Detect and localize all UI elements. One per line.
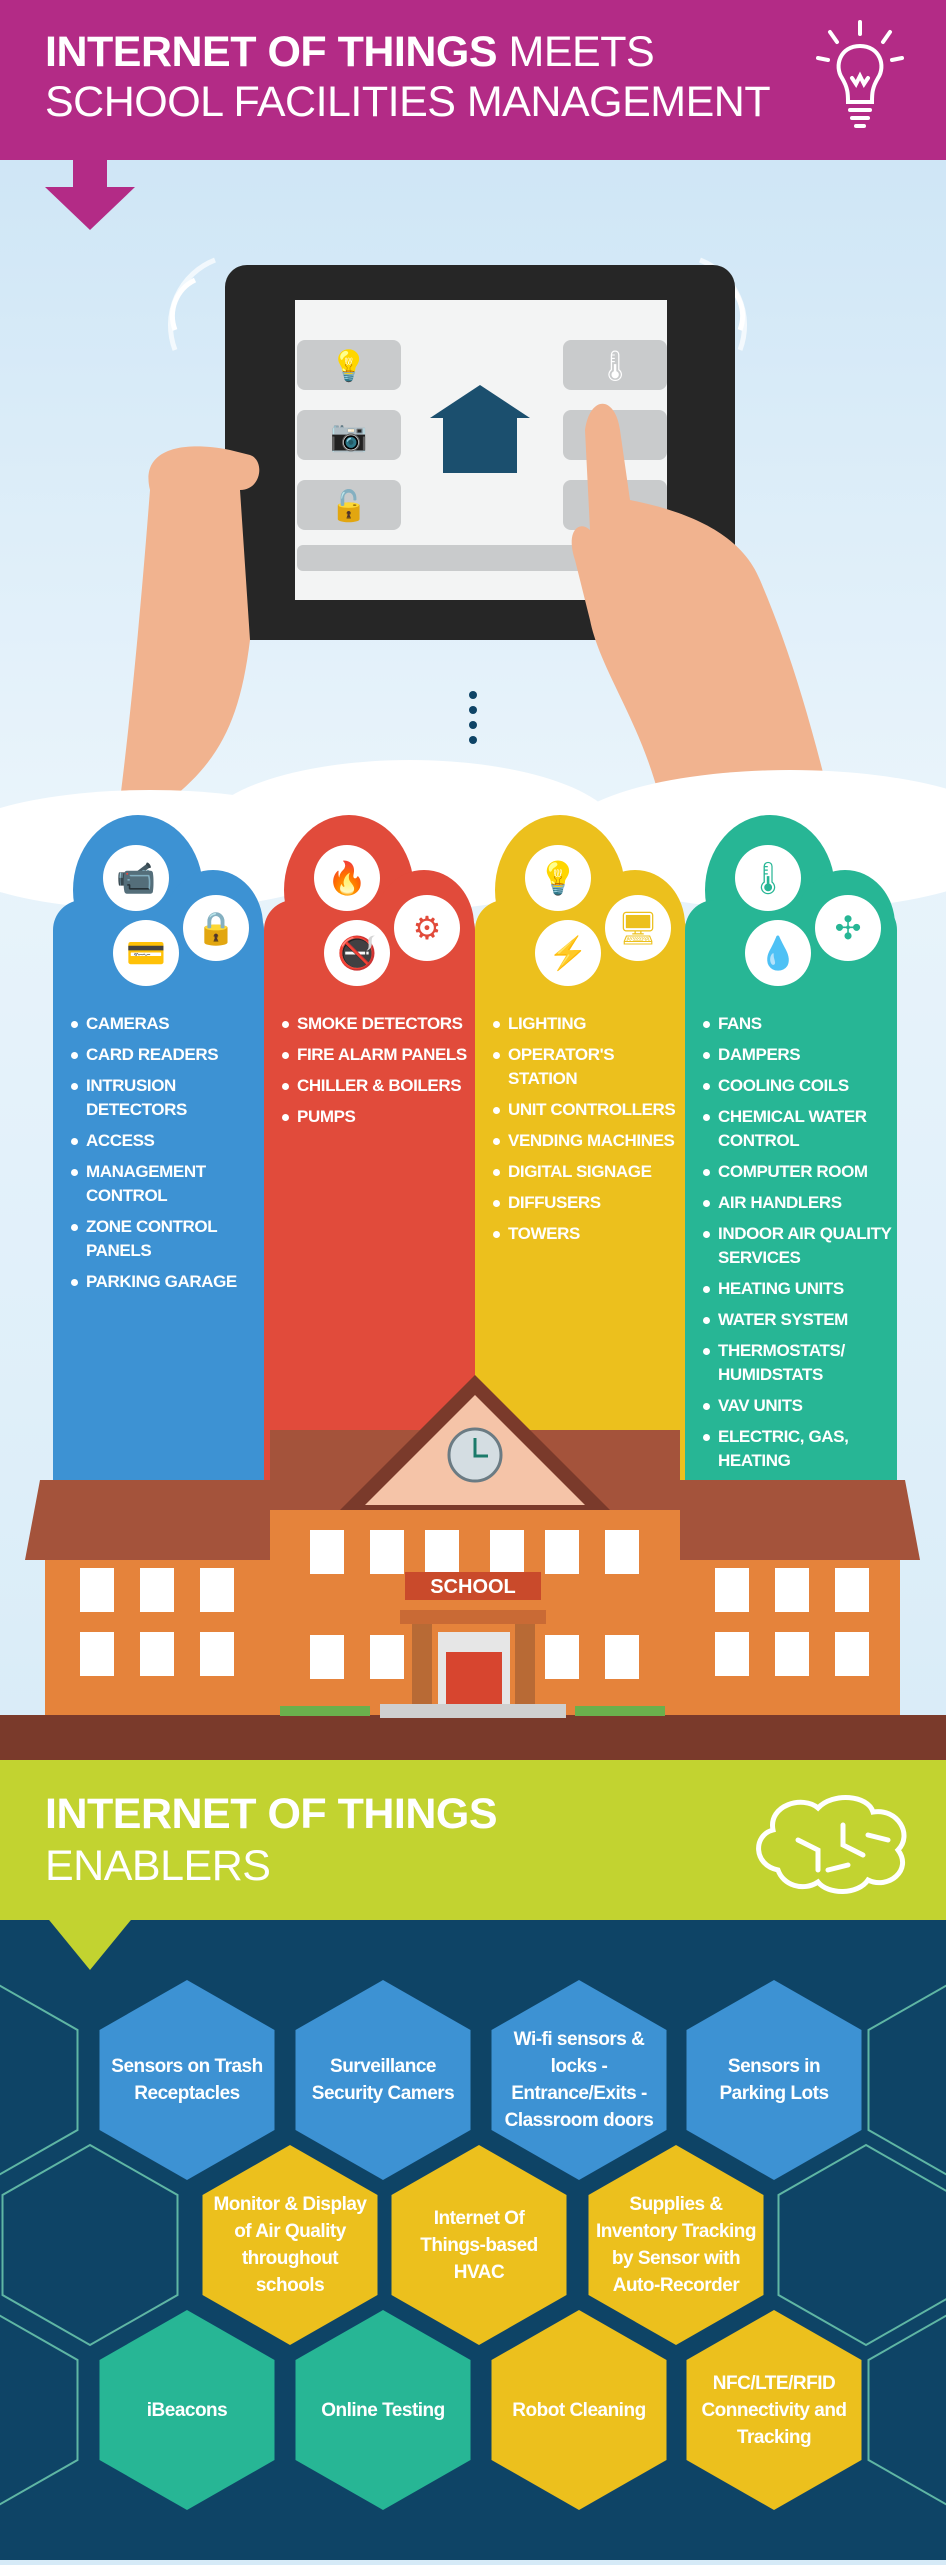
- list-item: ACCESS: [71, 1129, 261, 1153]
- hex-outline: [869, 1980, 946, 2180]
- hex-outline: [869, 2310, 946, 2510]
- list-item: LIGHTING: [493, 1012, 683, 1036]
- water-drop-icon: 💧: [745, 920, 811, 986]
- enablers-banner: INTERNET OF THINGS ENABLERS: [0, 1760, 946, 1920]
- list-item: HEATING UNITS: [703, 1277, 893, 1301]
- list-item: PARKING GARAGE: [71, 1270, 261, 1294]
- hex-outline: [0, 1980, 78, 2180]
- list-item: MANAGEMENT CONTROL: [71, 1160, 261, 1208]
- lock-icon: 🔒: [183, 895, 249, 961]
- list-item: CHEMICAL WATER CONTROL: [703, 1105, 893, 1153]
- list-item: COOLING COILS: [703, 1074, 893, 1098]
- enablers-title: INTERNET OF THINGS: [45, 1790, 497, 1838]
- brain-icon: [748, 1790, 918, 1900]
- list-item: PUMPS: [282, 1105, 472, 1129]
- list-item: OPERATOR'S STATION: [493, 1043, 683, 1091]
- tablet-illustration: 💡📷🔓🌡⚡: [0, 200, 946, 820]
- enabler-label: Wi-fi sensors & locks - Entrance/Exits -…: [499, 1995, 659, 2165]
- arrow-down-icon: [40, 1915, 140, 1990]
- category-list: SMOKE DETECTORS FIRE ALARM PANELS CHILLER …: [282, 1012, 472, 1136]
- list-item: CARD READERS: [71, 1043, 261, 1067]
- card-icon: 💳: [113, 920, 179, 986]
- list-item: CHILLER & BOILERS: [282, 1074, 472, 1098]
- flame-icon: 🔥: [314, 845, 380, 911]
- lightning-icon: ⚡: [535, 920, 601, 986]
- list-item: FIRE ALARM PANELS: [282, 1043, 472, 1067]
- lightbulb-icon: [810, 18, 910, 138]
- page-subtitle: SCHOOL FACILITIES MANAGEMENT: [45, 78, 770, 126]
- hex-outline: [0, 2310, 78, 2510]
- enabler-label: Supplies & Inventory Tracking by Sensor …: [596, 2160, 756, 2330]
- header-banner: INTERNET OF THINGS MEETS SCHOOL FACILITI…: [0, 0, 946, 160]
- list-item: VENDING MACHINES: [493, 1129, 683, 1153]
- hex-outline: [779, 2145, 946, 2345]
- category-list: LIGHTING OPERATOR'S STATION UNIT CONTROLLE…: [493, 1012, 683, 1253]
- enabler-label: Surveillance Security Camers: [303, 1995, 463, 2165]
- list-item: SMOKE DETECTORS: [282, 1012, 472, 1036]
- list-item: TOWERS: [493, 1222, 683, 1246]
- svg-text:🔓: 🔓: [330, 488, 367, 523]
- enabler-label: Sensors on Trash Receptacles: [107, 1995, 267, 2165]
- list-item: DIFFUSERS: [493, 1191, 683, 1215]
- list-item: WATER SYSTEM: [703, 1308, 893, 1332]
- category-list: CAMERAS CARD READERS INTRUSION DETECTORS AC…: [71, 1012, 261, 1301]
- list-item: UNIT CONTROLLERS: [493, 1098, 683, 1122]
- hex-outline: [3, 2145, 178, 2345]
- school-building: SCHOOL: [0, 1370, 946, 1760]
- lightbulb-icon: 💡: [525, 845, 591, 911]
- list-item: AIR HANDLERS: [703, 1191, 893, 1215]
- list-item: COMPUTER ROOM: [703, 1160, 893, 1184]
- school-sign: SCHOOL: [430, 1576, 516, 1598]
- camera-icon: 📹: [103, 845, 169, 911]
- enabler-label: Internet Of Things-based HVAC: [399, 2160, 559, 2330]
- page-title: INTERNET OF THINGS MEETS: [45, 28, 654, 76]
- svg-text:📷: 📷: [330, 420, 367, 453]
- gears-icon: ⚙: [394, 895, 460, 961]
- list-item: ZONE CONTROL PANELS: [71, 1215, 261, 1263]
- svg-text:🌡: 🌡: [596, 350, 634, 383]
- list-item: DIGITAL SIGNAGE: [493, 1160, 683, 1184]
- list-item: INTRUSION DETECTORS: [71, 1074, 261, 1122]
- enabler-label: NFC/LTE/RFID Connectivity and Tracking: [694, 2325, 854, 2495]
- enabler-label: iBeacons: [107, 2325, 267, 2495]
- enabler-label: Online Testing: [303, 2325, 463, 2495]
- list-item: FANS: [703, 1012, 893, 1036]
- thermometer-icon: 🌡: [735, 845, 801, 911]
- list-item: INDOOR AIR QUALITY SERVICES: [703, 1222, 893, 1270]
- enabler-label: Robot Cleaning: [499, 2325, 659, 2495]
- no-smoking-icon: 🚭: [324, 920, 390, 986]
- svg-text:💡: 💡: [330, 348, 367, 383]
- list-item: CAMERAS: [71, 1012, 261, 1036]
- list-item: DAMPERS: [703, 1043, 893, 1067]
- fan-icon: ✣: [815, 895, 881, 961]
- enabler-label: Sensors in Parking Lots: [694, 1995, 854, 2165]
- enablers-subtitle: ENABLERS: [45, 1842, 270, 1890]
- monitor-icon: 🖥: [605, 895, 671, 961]
- enabler-label: Monitor & Display of Air Quality through…: [210, 2160, 370, 2330]
